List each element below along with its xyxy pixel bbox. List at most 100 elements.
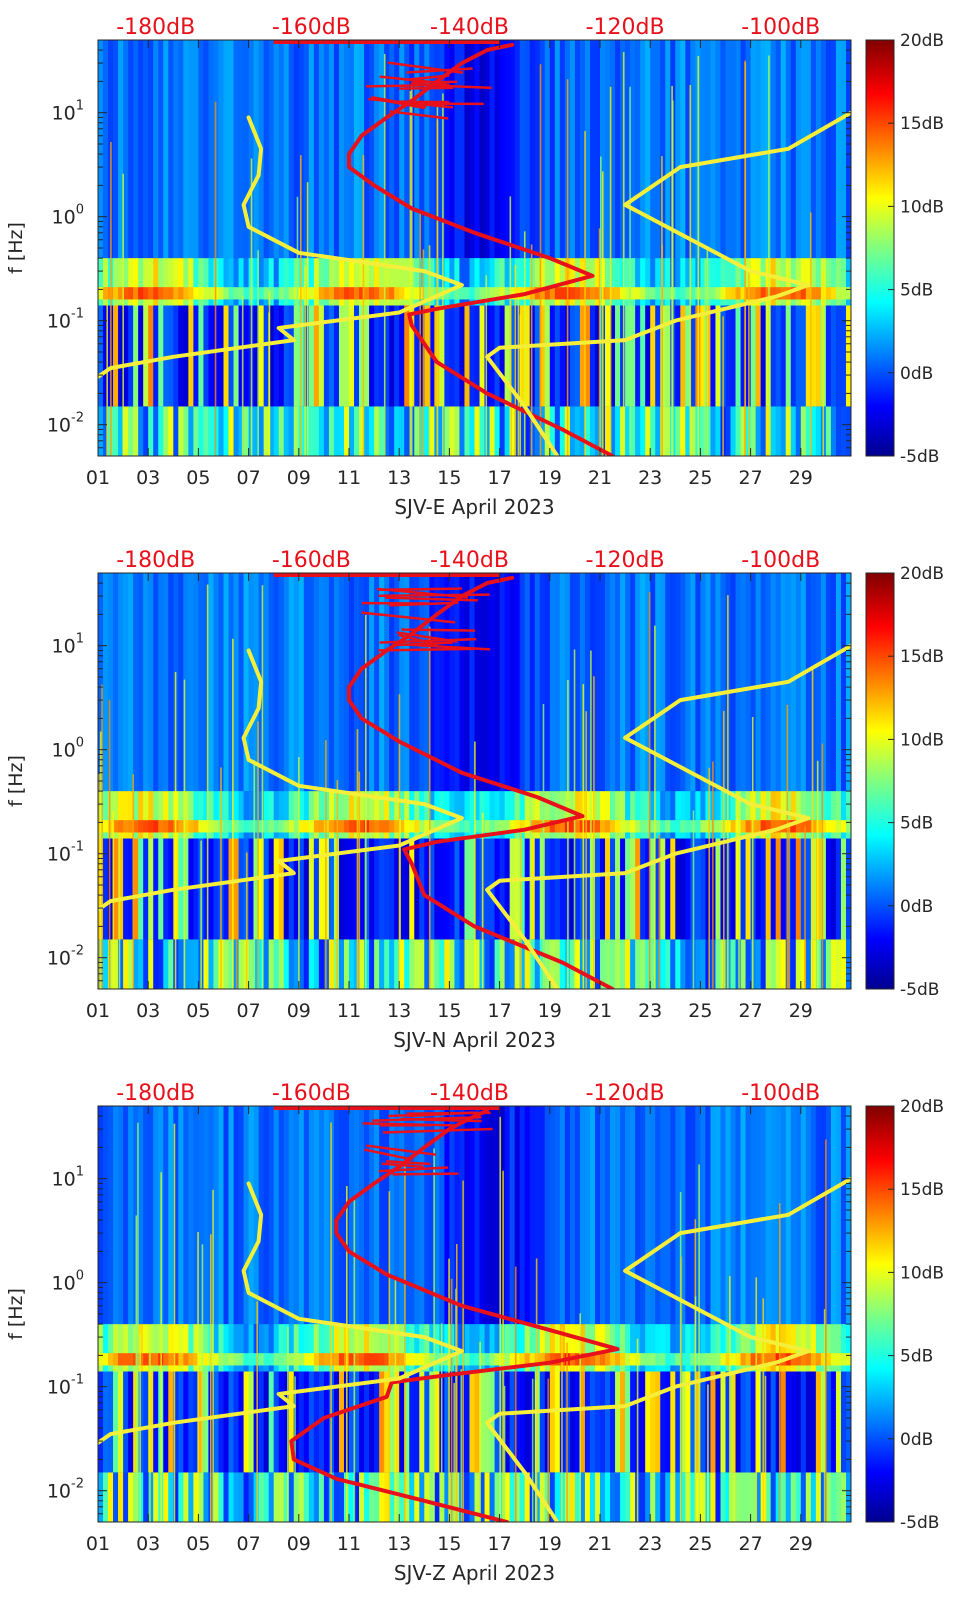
spectrogram-cell [780,939,787,989]
spectrogram-cell [589,1472,596,1522]
microseism-band [419,820,425,833]
spectrogram-cell [313,573,320,792]
spectrogram-cell [178,40,184,259]
transient-streak [209,1234,212,1522]
spectrogram-cell [303,40,310,259]
spectrogram-cell [258,406,265,456]
spectrogram-cell [404,573,410,792]
spectrogram-cell [213,1106,220,1325]
spectrogram-cell [524,791,531,839]
microseism-band [795,1353,802,1366]
spectrogram-cell [103,838,109,940]
spectrogram-cell [610,573,616,792]
microseism-band [359,287,365,300]
microseism-band [459,820,466,833]
spectrogram-cell [208,838,215,940]
spectrogram-cell [288,1472,295,1522]
microseism-band [715,820,722,833]
spectrogram-cell [268,573,275,792]
spectrogram-cell [138,573,144,792]
spectrogram-cell [529,939,536,989]
spectrogram-cell [810,406,817,456]
microseism-band [283,1353,290,1366]
spectrogram-cell [489,406,496,456]
microseism-band [118,1353,124,1366]
microseism-band [504,1353,511,1366]
microseism-band [183,820,189,833]
spectrogram-cell [494,40,501,259]
spectrogram-cell [534,1106,541,1325]
spectrogram-cell [725,40,732,259]
spectrogram-cell [163,1106,169,1325]
spectrogram-cell [509,1371,516,1473]
transient-streak [287,1326,289,1522]
spectrogram-cell [775,406,782,456]
spectrogram-cell [600,1472,606,1522]
spectrogram-cell [333,258,340,306]
spectrogram-cell [369,305,375,407]
spectrogram-cell [655,1371,661,1473]
spectrogram-cell [158,838,164,940]
spectrogram-cell [665,1324,671,1372]
spectrogram-cell [449,939,456,989]
spectrogram-cell [534,406,541,456]
red-burst-line [406,1111,491,1115]
spectrogram-cell [785,1472,792,1522]
transient-streak [201,1244,204,1522]
spectrogram-cell [168,791,174,839]
spectrogram-cell [308,1106,315,1325]
spectrogram-cell [519,791,526,839]
spectrogram-cell [705,939,712,989]
microseism-band [584,287,591,300]
spectrogram-cell [454,305,461,407]
microseism-band [404,820,410,833]
spectrogram-cell [569,1371,576,1473]
microseism-band [369,1353,375,1366]
spectrogram-cell [193,1106,199,1325]
microseism-band [113,287,119,300]
spectrogram-cell [424,40,430,259]
microseism-band [800,1353,807,1366]
microseism-band [735,1353,742,1366]
spectrogram-cell [514,40,521,259]
spectrogram-cell [188,40,194,259]
microseism-band [549,820,556,833]
spectrogram-cell [233,573,240,792]
spectrogram-cell [338,573,345,792]
spectrogram-cell [770,1371,777,1473]
spectrogram-cell [123,1324,129,1372]
red-burst-line [385,596,478,602]
spectrogram-cell [148,573,154,792]
microseism-band [283,287,290,300]
red-burst-line [378,593,490,598]
spectrogram-cell [730,838,737,940]
spectrogram-cell [760,573,767,792]
spectrogram-cell [208,791,215,839]
spectrogram-cell [409,838,415,940]
microseism-band [479,1353,486,1366]
transient-streak [442,93,444,456]
spectrogram-cell [845,40,851,259]
microseism-band [379,287,385,300]
spectrogram-cell [640,305,646,407]
spectrogram-cell [845,305,851,407]
x-tick-label: 13 [387,1533,411,1555]
spectrogram-cell [248,1106,255,1325]
spectrogram-cell [278,1371,285,1473]
spectrogram-cell [359,1324,365,1372]
spectrogram-cell [228,40,235,259]
spectrogram-cell [143,939,149,989]
spectrogram-cell [419,40,425,259]
microseism-band [153,820,159,833]
spectrogram-cell [153,939,159,989]
microseism-band [494,820,501,833]
spectrogram-cell [359,1371,365,1473]
spectrogram-cell [665,573,671,792]
spectrogram-cell [479,258,486,306]
spectrogram-cell [845,1324,851,1372]
spectrogram-cell [228,1371,235,1473]
microseism-band [409,820,415,833]
spectrogram-cell [509,1324,516,1372]
spectrogram-cell [459,258,466,306]
transient-streak [268,291,271,456]
